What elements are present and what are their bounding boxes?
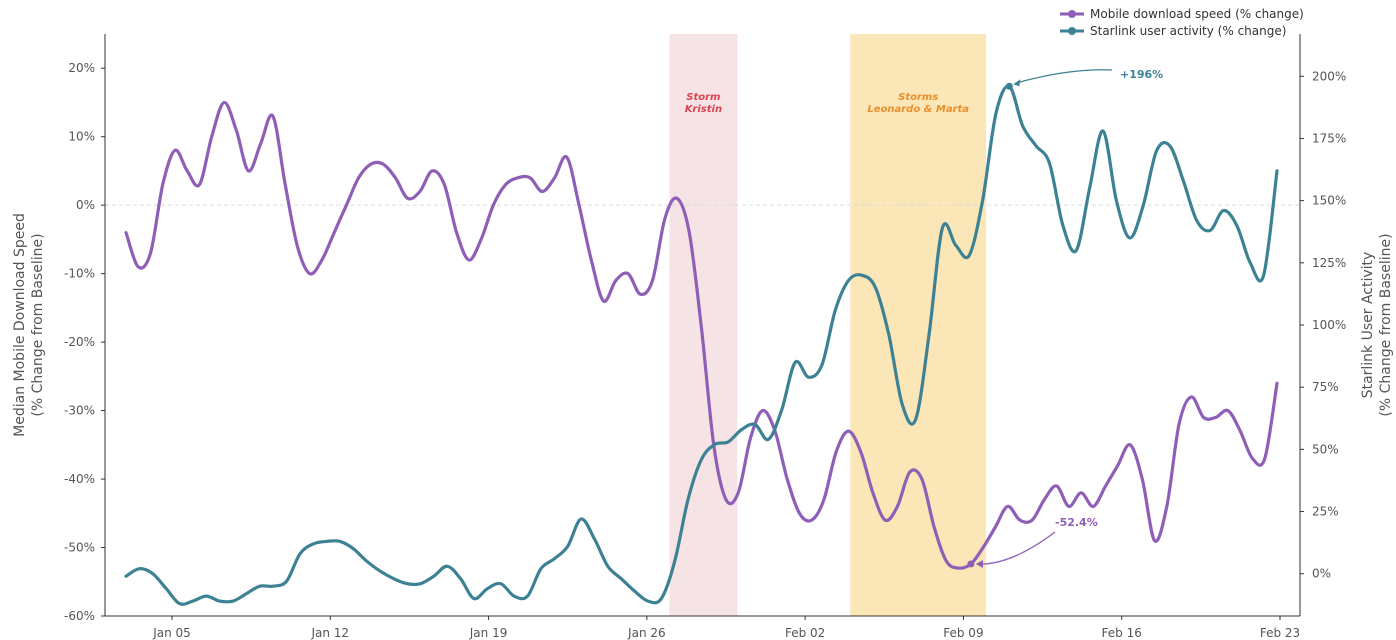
series-line-mobile [124, 100, 1279, 570]
right-tick-label: 0% [1312, 567, 1331, 581]
right-tick-label: 100% [1312, 318, 1346, 332]
annotation-peak-marker [1005, 82, 1013, 90]
series-line-starlink [124, 84, 1279, 606]
left-tick-label: -30% [64, 404, 95, 418]
right-axis-title-line1: Starlink User Activity [1360, 252, 1376, 399]
annotation-trough-arrow [976, 531, 1056, 565]
annotation-peak-arrow [1015, 69, 1113, 84]
left-y-ticks: 20% 10% 0% -10% -20% -30% -40% -50% -60% [64, 61, 105, 623]
left-axis-title-line2: (% Change from Baseline) [30, 233, 46, 416]
left-tick-label: -10% [64, 267, 95, 281]
x-tick-label: Jan 12 [310, 626, 349, 640]
left-tick-label: 20% [68, 61, 95, 75]
shaded-region-label-1-0: Storms [898, 92, 938, 103]
legend-mobile-marker [1068, 10, 1076, 18]
right-tick-label: 25% [1312, 505, 1339, 519]
x-tick-label: Feb 09 [943, 626, 983, 640]
left-tick-label: -20% [64, 335, 95, 349]
annotation-trough-arrowhead [975, 559, 983, 568]
x-ticks: Jan 05 Jan 12 Jan 19 Jan 26 Feb 02 Feb 09 Feb … [152, 616, 1300, 640]
right-tick-label: 200% [1312, 69, 1346, 83]
right-tick-label: 175% [1312, 131, 1346, 145]
annotation-trough-marker [967, 560, 975, 568]
legend-mobile-label: Mobile download speed (% change) [1090, 7, 1304, 21]
x-tick-label: Feb 02 [785, 626, 825, 640]
right-tick-label: 150% [1312, 194, 1346, 208]
annotation-peak-label: +196% [1120, 68, 1163, 81]
annotations: +196% -52.4% [967, 68, 1163, 568]
x-tick-label: Feb 16 [1102, 626, 1142, 640]
legend-starlink-marker [1068, 27, 1076, 35]
right-tick-label: 125% [1312, 256, 1346, 270]
left-axis-title-line1: Median Mobile Download Speed [12, 213, 28, 437]
left-tick-label: -40% [64, 472, 95, 486]
right-axis-title-line2: (% Change from Baseline) [1378, 233, 1394, 416]
x-tick-label: Jan 05 [152, 626, 191, 640]
shaded-region-0 [669, 34, 738, 616]
shaded-region-label-1-1: Leonardo & Marta [867, 104, 969, 115]
x-tick-label: Jan 26 [627, 626, 666, 640]
legend: Mobile download speed (% change) Starlin… [1060, 7, 1304, 38]
annotation-peak-arrowhead [1013, 79, 1021, 87]
series-lines [124, 84, 1279, 606]
shaded-region-1 [850, 34, 987, 616]
right-tick-label: 75% [1312, 380, 1339, 394]
left-tick-label: 10% [68, 130, 95, 144]
right-y-ticks: 200% 175% 150% 125% 100% 75% 50% 25% 0% [1300, 69, 1346, 581]
legend-starlink-label: Starlink user activity (% change) [1090, 24, 1286, 38]
shaded-region-label-0-1: Kristin [685, 104, 722, 115]
shaded-region-label-0-0: Storm [686, 92, 720, 103]
x-tick-label: Feb 23 [1260, 626, 1300, 640]
left-tick-label: -60% [64, 609, 95, 623]
left-tick-label: -50% [64, 541, 95, 555]
x-tick-label: Jan 19 [469, 626, 508, 640]
annotation-trough-label: -52.4% [1055, 516, 1098, 529]
left-tick-label: 0% [76, 198, 95, 212]
right-tick-label: 50% [1312, 442, 1339, 456]
